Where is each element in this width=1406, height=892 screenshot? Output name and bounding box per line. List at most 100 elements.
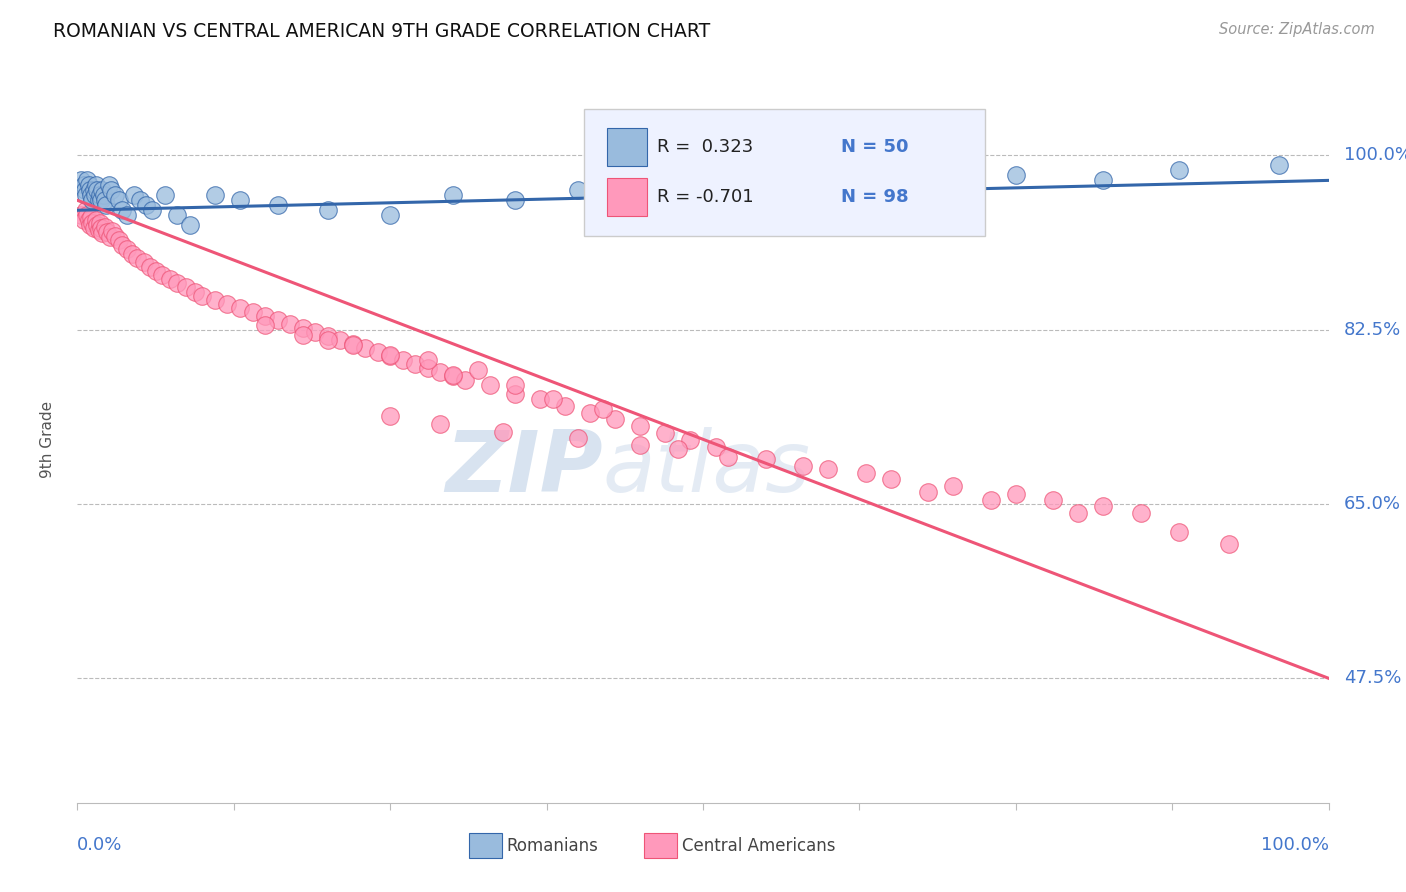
Text: 47.5%: 47.5% bbox=[1344, 669, 1400, 688]
Text: N = 98: N = 98 bbox=[841, 188, 908, 206]
Point bbox=[107, 194, 129, 208]
Point bbox=[93, 188, 115, 202]
Point bbox=[592, 402, 614, 417]
Point bbox=[441, 368, 464, 382]
Point bbox=[152, 268, 174, 282]
Point bbox=[76, 173, 98, 187]
Point bbox=[117, 242, 139, 256]
Point bbox=[1129, 506, 1152, 520]
Point bbox=[166, 276, 188, 290]
Point bbox=[94, 194, 117, 208]
Point bbox=[666, 442, 689, 457]
Point bbox=[253, 318, 276, 332]
Point bbox=[121, 247, 143, 261]
Text: 9th Grade: 9th Grade bbox=[39, 401, 55, 478]
Point bbox=[70, 173, 93, 187]
Text: 0.0%: 0.0% bbox=[77, 836, 122, 854]
Point bbox=[77, 178, 100, 193]
Point bbox=[153, 188, 176, 202]
Point bbox=[754, 188, 776, 202]
FancyBboxPatch shape bbox=[583, 109, 984, 235]
Point bbox=[87, 194, 110, 208]
Point bbox=[127, 251, 149, 265]
Point bbox=[87, 223, 110, 237]
Point bbox=[1004, 169, 1026, 183]
Point bbox=[792, 459, 814, 474]
Point bbox=[89, 216, 111, 230]
Point bbox=[86, 218, 108, 232]
Point bbox=[1267, 158, 1289, 172]
Point bbox=[980, 493, 1002, 508]
Point bbox=[454, 373, 477, 387]
Point bbox=[503, 194, 526, 208]
Point bbox=[1067, 506, 1090, 520]
Text: ZIP: ZIP bbox=[446, 427, 603, 510]
Point bbox=[467, 362, 489, 376]
Point bbox=[191, 289, 214, 303]
Point bbox=[111, 203, 134, 218]
Point bbox=[554, 400, 576, 414]
Point bbox=[567, 183, 589, 197]
Point bbox=[429, 365, 451, 379]
Point bbox=[291, 327, 314, 342]
Point bbox=[529, 392, 551, 407]
Point bbox=[91, 226, 114, 240]
Point bbox=[72, 178, 94, 193]
Point bbox=[817, 462, 839, 476]
Point bbox=[692, 178, 714, 193]
Point bbox=[367, 344, 389, 359]
Point bbox=[329, 333, 352, 347]
Point bbox=[630, 438, 652, 452]
Point bbox=[378, 409, 402, 424]
Point bbox=[77, 213, 100, 227]
Point bbox=[122, 188, 145, 202]
Point bbox=[378, 349, 402, 363]
Point bbox=[278, 317, 301, 331]
Point bbox=[80, 188, 103, 202]
Point bbox=[354, 341, 377, 355]
Point bbox=[342, 337, 364, 351]
Point bbox=[94, 198, 117, 212]
Text: Source: ZipAtlas.com: Source: ZipAtlas.com bbox=[1219, 22, 1375, 37]
Point bbox=[79, 218, 101, 232]
Text: ROMANIAN VS CENTRAL AMERICAN 9TH GRADE CORRELATION CHART: ROMANIAN VS CENTRAL AMERICAN 9TH GRADE C… bbox=[53, 22, 710, 41]
Point bbox=[83, 221, 105, 235]
Point bbox=[492, 425, 515, 440]
Point bbox=[159, 272, 181, 286]
Point bbox=[166, 208, 188, 222]
Text: 82.5%: 82.5% bbox=[1344, 321, 1400, 339]
Point bbox=[266, 198, 288, 212]
Point bbox=[107, 233, 129, 247]
Text: 100.0%: 100.0% bbox=[1344, 146, 1406, 164]
Point bbox=[880, 472, 903, 486]
Point bbox=[1167, 524, 1189, 539]
Point bbox=[1092, 173, 1115, 187]
Point bbox=[855, 466, 877, 480]
Point bbox=[717, 450, 740, 465]
Point bbox=[229, 301, 252, 315]
Point bbox=[117, 208, 139, 222]
Point bbox=[83, 188, 105, 202]
Point bbox=[817, 173, 839, 187]
Point bbox=[184, 285, 207, 299]
Point bbox=[942, 479, 965, 493]
Point bbox=[391, 352, 413, 367]
Point bbox=[89, 188, 111, 202]
Text: R =  0.323: R = 0.323 bbox=[657, 138, 754, 156]
Point bbox=[90, 194, 112, 208]
FancyBboxPatch shape bbox=[606, 128, 647, 166]
Point bbox=[1218, 537, 1240, 551]
Point bbox=[204, 188, 226, 202]
Point bbox=[242, 305, 264, 319]
Text: 100.0%: 100.0% bbox=[1261, 836, 1329, 854]
Point bbox=[104, 229, 127, 244]
Text: Romanians: Romanians bbox=[506, 837, 599, 855]
Point bbox=[84, 213, 107, 227]
Point bbox=[503, 377, 526, 392]
Text: Central Americans: Central Americans bbox=[682, 837, 835, 855]
Point bbox=[101, 224, 124, 238]
Point bbox=[79, 183, 101, 197]
Point bbox=[96, 225, 118, 239]
Point bbox=[679, 434, 702, 448]
Point bbox=[141, 203, 163, 218]
